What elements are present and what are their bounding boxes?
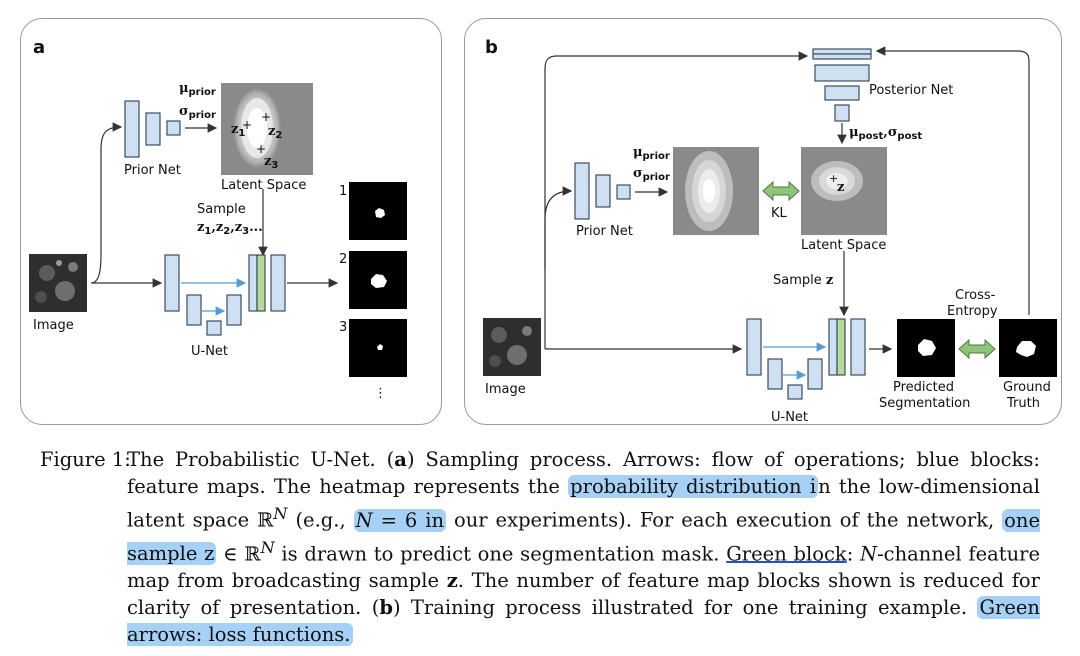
unet-label: U-Net: [191, 344, 228, 359]
posterior-net-label: Posterior Net: [869, 83, 953, 98]
sample-z-label: Sample z: [773, 273, 833, 288]
panel-b-diagram: b Posterior Net μpost,σpost Prior Net μp…: [483, 37, 1057, 424]
output-index: 1: [339, 184, 347, 199]
unet-block: [850, 318, 866, 376]
figure-caption: Figure 1: The Probabilistic U-Net. (a) S…: [40, 446, 1040, 648]
prior-net-block: [616, 184, 631, 200]
unet-label: U-Net: [771, 410, 808, 424]
prior-net-label: Prior Net: [124, 163, 181, 178]
sample-label: Sample: [197, 202, 246, 217]
latent-space-label: Latent Space: [221, 178, 306, 193]
arrow-image-to-posterior: [544, 51, 809, 349]
kl-loss-arrow: [762, 180, 800, 202]
panel-b: b Posterior Net μpost,σpost Prior Net μp…: [464, 18, 1062, 425]
ground-truth-label-line2: Truth: [1006, 396, 1040, 411]
prior-net-block: [166, 120, 181, 136]
underline-annotation: Green block: [726, 542, 847, 565]
unet-block: [186, 294, 202, 326]
arrow-image-to-prior: [544, 186, 573, 269]
cross-entropy-label-line2: Entropy: [947, 304, 998, 319]
unet-block: [807, 358, 823, 390]
mu-sigma-post-label: μpost,σpost: [849, 125, 922, 142]
unet-block: [746, 318, 762, 376]
z3-point: z3: [264, 154, 278, 171]
highlight: probability distribution i: [568, 475, 819, 498]
z2-point: z2: [268, 124, 282, 141]
prior-net-label: Prior Net: [576, 224, 633, 239]
image-label: Image: [33, 318, 74, 333]
caption-body: The Probabilistic U-Net. (a) Sampling pr…: [127, 448, 1041, 646]
unet-block: [248, 254, 258, 312]
unet-block: [828, 318, 838, 376]
unet-block: [206, 320, 222, 336]
prior-net-block: [595, 174, 611, 208]
posterior-net-block: [824, 85, 860, 101]
output-index: 3: [339, 320, 347, 335]
latent-space-label: Latent Space: [801, 238, 886, 253]
prior-net-block: [124, 100, 140, 158]
posterior-net-block: [834, 104, 850, 122]
mu-prior-label: μprior: [633, 145, 670, 162]
svg-text:+: +: [242, 118, 252, 132]
broadcast-z-block: [256, 254, 266, 312]
posterior-net-block: [812, 48, 872, 55]
unet-block: [270, 254, 286, 312]
sigma-prior-label: σprior: [633, 166, 670, 183]
posterior-net-block: [814, 64, 870, 82]
predicted-label-line1: Predicted: [893, 380, 954, 395]
ground-truth-label-line1: Ground: [1003, 380, 1051, 395]
z1-point: z1: [231, 122, 245, 139]
predicted-label-line2: Segmentation: [879, 396, 970, 411]
panel-a-letter: a: [33, 37, 45, 58]
unet-block: [226, 294, 242, 326]
mu-prior-label: μprior: [179, 81, 216, 98]
caption-lead: Figure 1:: [40, 448, 131, 471]
svg-text:+: +: [829, 172, 838, 185]
posterior-net-block: [812, 53, 872, 60]
sigma-prior-label: σprior: [179, 104, 216, 121]
sample-z-list: z1,z2,z3...: [197, 220, 263, 237]
arrow-image-to-prior: [90, 122, 123, 284]
z-point: z: [837, 180, 844, 195]
cross-entropy-label-line1: Cross-: [955, 288, 996, 303]
kl-label: KL: [771, 206, 788, 221]
highlight: N = 6 in: [353, 508, 447, 532]
output-index: 2: [339, 252, 347, 267]
unet-block: [787, 384, 803, 400]
panel-a: a Prior Net μprior σprior z1 + + z2 + z3…: [20, 18, 442, 425]
panel-b-letter: b: [485, 37, 498, 58]
svg-text:+: +: [261, 110, 271, 124]
svg-text:+: +: [256, 142, 266, 156]
cross-entropy-loss-arrow: [958, 338, 996, 360]
arrow-ground-truth-to-posterior: [875, 46, 1030, 315]
broadcast-z-block: [836, 318, 846, 376]
image-label: Image: [485, 382, 526, 397]
panel-a-diagram: a Prior Net μprior σprior z1 + + z2 + z3…: [29, 37, 407, 401]
prior-net-block: [574, 162, 590, 220]
more-outputs-ellipsis: ⋮: [374, 386, 387, 401]
prior-net-block: [145, 112, 161, 146]
unet-block: [164, 254, 180, 312]
unet-block: [767, 358, 783, 390]
